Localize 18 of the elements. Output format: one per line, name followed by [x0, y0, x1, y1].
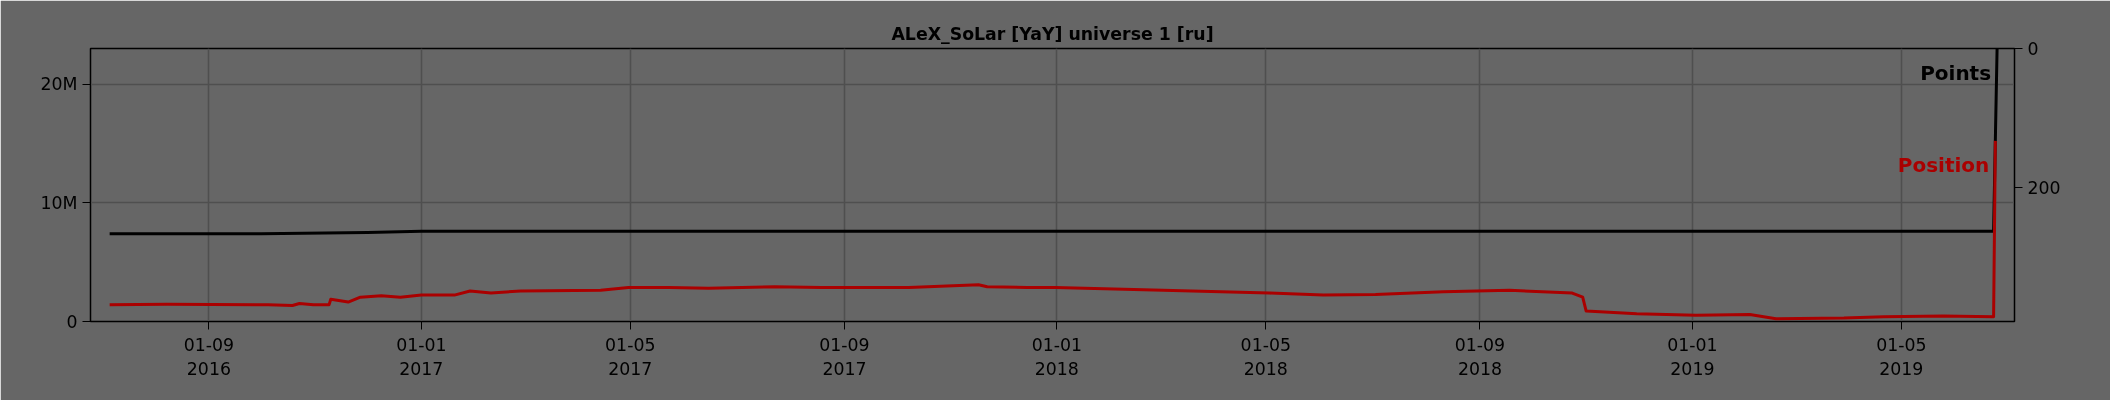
x-tick-label: 01-05 2017: [605, 334, 656, 379]
x-tick-label: 01-05 2018: [1240, 334, 1291, 379]
y-tick-label: 0: [66, 311, 78, 332]
chart-title: ALeX_SoLar [YaY] universe 1 [ru]: [891, 23, 1214, 44]
series-label: Points: [1920, 60, 1992, 85]
x-tick-label: 01-01 2017: [396, 334, 447, 379]
x-tick-label: 01-01 2018: [1031, 334, 1083, 379]
series-label: Position: [1897, 152, 1990, 177]
line-series: [108, 139, 1997, 321]
x-tick-label: 01-09 2016: [183, 334, 235, 379]
y2-tick-label: 200: [2027, 177, 2061, 198]
y2-tick-label: 0: [2027, 39, 2039, 59]
x-tick-label: 01-09 2018: [1454, 334, 1506, 379]
y-tick-label: 10M: [40, 192, 78, 213]
x-tick-label: 01-05 2019: [1876, 334, 1927, 379]
x-tick-label: 01-01 2019: [1667, 334, 1718, 379]
x-tick-label: 01-09 2017: [819, 334, 870, 379]
y-tick-label: 20M: [40, 74, 78, 95]
